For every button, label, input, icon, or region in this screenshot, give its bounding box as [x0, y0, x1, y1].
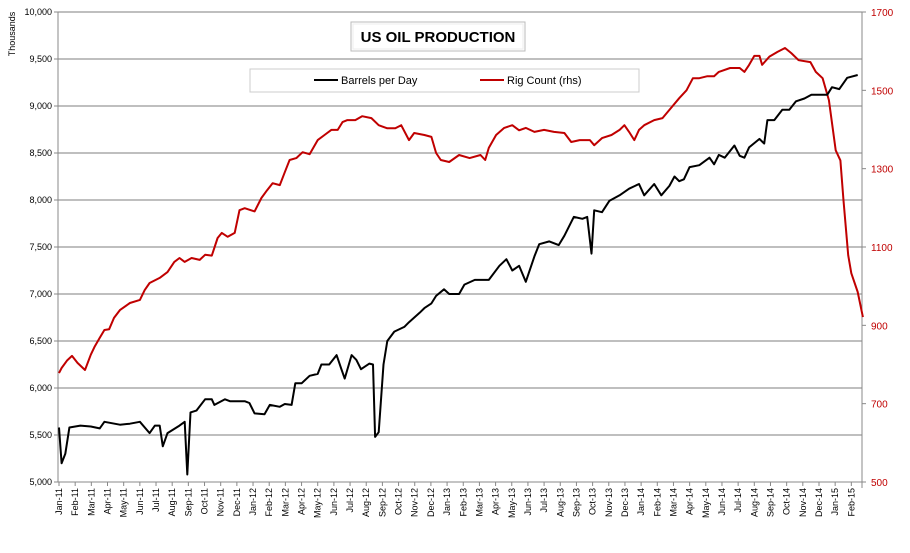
x-tick-label: Dec-13	[620, 488, 630, 517]
x-tick-label: Oct-13	[588, 488, 598, 515]
x-tick-label: Feb-13	[458, 488, 468, 517]
x-tick-label: May-12	[313, 488, 323, 518]
series-line-rig-count	[58, 47, 864, 374]
x-tick-label: Dec-14	[814, 488, 824, 517]
x-tick-label: Nov-11	[216, 488, 226, 516]
y2-tick-label: 700	[871, 400, 888, 411]
x-tick-label: Dec-12	[426, 488, 436, 517]
x-tick-label: Mar-11	[86, 488, 96, 516]
x-tick-label: Apr-11	[103, 488, 113, 514]
y2-tick-label: 1700	[871, 8, 894, 19]
y-tick-label: 8,500	[29, 148, 52, 158]
x-tick-label: Dec-11	[232, 488, 242, 516]
y-tick-label: 5,000	[29, 477, 52, 487]
x-tick-label: Feb-14	[652, 488, 662, 517]
y-tick-label: 10,000	[24, 7, 52, 17]
series-line-barrels-per-day	[58, 74, 858, 476]
x-tick-label: Feb-11	[70, 488, 80, 516]
x-tick-label: Nov-12	[410, 488, 420, 517]
x-tick-label: Jun-14	[717, 488, 727, 516]
x-tick-label: Jun-12	[329, 488, 339, 516]
y2-tick-label: 1500	[871, 86, 894, 97]
chart-title-box: US OIL PRODUCTION	[350, 21, 526, 52]
y2-tick-label: 1100	[871, 243, 893, 254]
x-tick-label: Sep-14	[765, 488, 775, 517]
y-tick-label: 8,000	[29, 195, 52, 205]
x-tick-label: Mar-14	[668, 488, 678, 517]
x-tick-label: May-14	[701, 488, 711, 518]
x-tick-label: Feb-12	[264, 488, 274, 517]
legend-label-rigs: Rig Count (rhs)	[507, 75, 582, 87]
x-tick-label: Jan-11	[54, 488, 64, 515]
y-tick-label: 6,500	[29, 336, 52, 346]
y-tick-label: 7,000	[29, 289, 52, 299]
legend: Barrels per Day Rig Count (rhs)	[249, 68, 640, 93]
x-tick-label: Oct-11	[200, 488, 210, 514]
y-axis-tick-labels: 5,000 5,500 6,000 6,500 7,000 7,500 8,000 8,500…	[24, 7, 52, 487]
x-tick-label: Jun-13	[523, 488, 533, 516]
y2-tick-label: 900	[871, 321, 888, 332]
x-tick-label: Oct-14	[782, 488, 792, 515]
x-tick-label: Sep-12	[377, 488, 387, 517]
x-tick-label: Jan-12	[248, 488, 258, 516]
x-tick-label: Aug-11	[167, 488, 177, 516]
y2-tick-label: 500	[871, 478, 888, 489]
x-tick-label: Feb-15	[846, 488, 856, 517]
x-axis-tick-labels: Jan-11 Feb-11 Mar-11 Apr-11 May-11 Jun-11 Jul-…	[54, 488, 856, 518]
x-tick-label: Mar-13	[474, 488, 484, 517]
gridlines	[58, 11, 862, 436]
y2-axis-tick-labels: 500 700 900 1100 1300 1500 1700	[871, 8, 894, 489]
x-tick-label: May-13	[507, 488, 517, 518]
x-tick-label: Mar-12	[280, 488, 290, 517]
x-tick-label: Apr-13	[491, 488, 501, 515]
x-tick-label: Jul-14	[733, 488, 743, 513]
series-lines	[58, 47, 864, 476]
chart-title: US OIL PRODUCTION	[361, 29, 516, 46]
y2-tick-label: 1300	[871, 165, 894, 176]
y-tick-label: 9,500	[29, 54, 52, 64]
x-tick-label: Apr-12	[297, 488, 307, 515]
x-tick-label: Jun-11	[135, 488, 145, 515]
axes	[54, 11, 866, 488]
x-tick-label: Nov-13	[604, 488, 614, 517]
x-tick-label: Jan-13	[442, 488, 452, 516]
x-tick-label: Sep-11	[183, 488, 193, 516]
legend-label-barrels: Barrels per Day	[341, 75, 418, 87]
x-tick-label: Aug-12	[361, 488, 371, 517]
x-tick-label: Jul-11	[151, 488, 161, 512]
x-tick-label: Apr-14	[685, 488, 695, 515]
x-tick-label: Jul-12	[345, 488, 355, 513]
x-tick-label: Jul-13	[539, 488, 549, 513]
y-tick-label: 5,500	[29, 430, 52, 440]
x-tick-label: Nov-14	[798, 488, 808, 517]
y-tick-label: 6,000	[29, 383, 52, 393]
x-tick-label: Sep-13	[571, 488, 581, 517]
y-tick-label: 7,500	[29, 242, 52, 252]
x-tick-label: Aug-13	[555, 488, 565, 517]
x-tick-label: Jan-15	[830, 488, 840, 516]
x-tick-label: Jan-14	[636, 488, 646, 516]
y-tick-label: 9,000	[29, 101, 52, 111]
x-tick-label: May-11	[119, 488, 129, 517]
x-tick-label: Aug-14	[749, 488, 759, 517]
y-axis-title: Thousands	[7, 11, 17, 56]
x-tick-label: Oct-12	[394, 488, 404, 515]
